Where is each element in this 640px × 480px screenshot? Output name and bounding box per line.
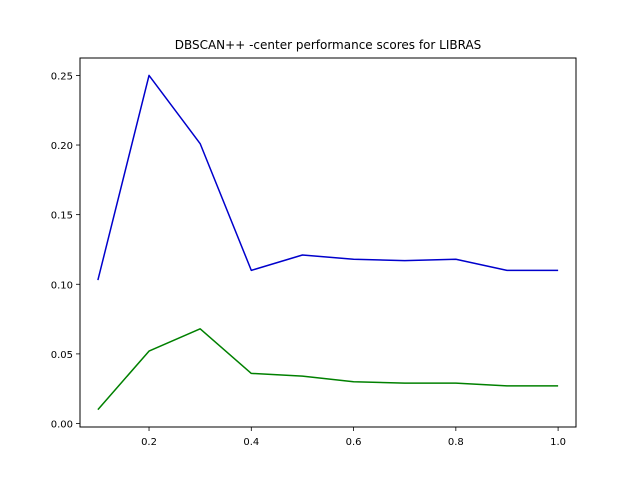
x-tick-label: 0.8 [448, 437, 464, 448]
series-layer [97, 74, 559, 411]
y-tick-label: 0.15 [51, 211, 73, 222]
series-line-0 [97, 74, 559, 281]
plot-frame [79, 57, 577, 428]
y-axis: 0.00 0.05 0.10 0.15 0.20 0.25 [51, 71, 80, 431]
chart-title: DBSCAN++ -center performance scores for … [175, 38, 482, 52]
y-tick-label: 0.25 [51, 71, 73, 82]
x-tick-label: 0.2 [141, 437, 157, 448]
y-tick-label: 0.10 [51, 280, 73, 291]
y-tick-label: 0.00 [51, 420, 73, 431]
y-tick-label: 0.05 [51, 350, 73, 361]
x-tick-label: 0.4 [243, 437, 259, 448]
x-axis: 0.2 0.4 0.6 0.8 1.0 [141, 427, 566, 448]
x-tick-label: 0.6 [346, 437, 362, 448]
x-tick-label: 1.0 [550, 437, 566, 448]
y-tick-label: 0.20 [51, 141, 73, 152]
series-line-1 [97, 328, 559, 411]
